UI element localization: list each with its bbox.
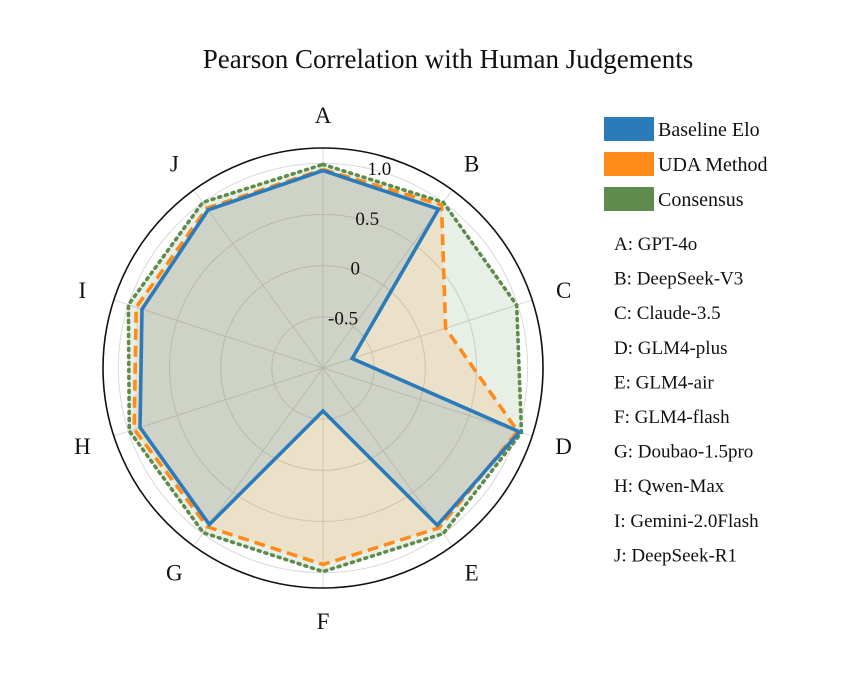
category-label-J: J [170,151,179,176]
model-key-item: C: Claude-3.5 [614,303,721,324]
series-line-1 [132,167,520,567]
radial-tick-label: -0.5 [328,308,358,329]
grid-spoke-H [113,367,324,437]
category-label-B: B [464,151,479,176]
model-key: A: GPT-4o B: DeepSeek-V3 C: Claude-3.5 D: G… [614,234,759,566]
category-label-I: I [79,278,87,303]
category-label-C: C [556,278,571,303]
radar-labels: -0.5 0 0.5 1.0 A B C D E F G H I J [74,103,572,634]
grid-spoke-D [322,367,533,437]
legend-swatch-2 [604,187,654,211]
grid-spoke-I [113,299,324,369]
legend-label-2: Consensus [658,189,744,211]
series-line-0 [138,168,523,528]
category-label-A: A [315,103,332,128]
radial-tick-label: 0.5 [355,209,379,230]
grid-spoke-J [193,189,324,369]
legend-swatch-1 [604,152,654,176]
model-key-item: I: Gemini-2.0Flash [614,511,759,532]
model-key-item: D: GLM4-plus [614,338,727,359]
grid-spoke-C [322,299,533,369]
model-key-item: E: GLM4-air [614,372,714,393]
series-fill-1 [134,169,518,565]
outer-frame [102,147,544,589]
radar-series [126,162,524,574]
model-key-item: G: Doubao-1.5pro [614,442,753,463]
radial-tick-label: 0 [350,259,360,280]
model-key-item: H: Qwen-Max [614,476,725,497]
series-line-2 [126,162,524,574]
legend: Baseline Elo UDA Method Consensus [604,117,767,211]
legend-swatch-0 [604,117,654,141]
model-key-item: B: DeepSeek-V3 [614,269,743,290]
model-key-item: A: GPT-4o [614,234,697,255]
legend-label-1: UDA Method [658,154,767,176]
category-label-D: D [555,434,572,459]
model-key-item: J: DeepSeek-R1 [614,545,737,566]
category-label-F: F [317,609,330,634]
legend-label-0: Baseline Elo [658,119,760,141]
chart-title: Pearson Correlation with Human Judgement… [203,44,693,74]
model-key-item: F: GLM4-flash [614,407,730,428]
series-fill-0 [140,170,520,526]
category-label-G: G [166,561,183,586]
category-label-H: H [74,434,91,459]
radial-tick-label: 1.0 [368,159,392,180]
series-fill-2 [128,164,522,572]
category-label-E: E [465,561,479,586]
